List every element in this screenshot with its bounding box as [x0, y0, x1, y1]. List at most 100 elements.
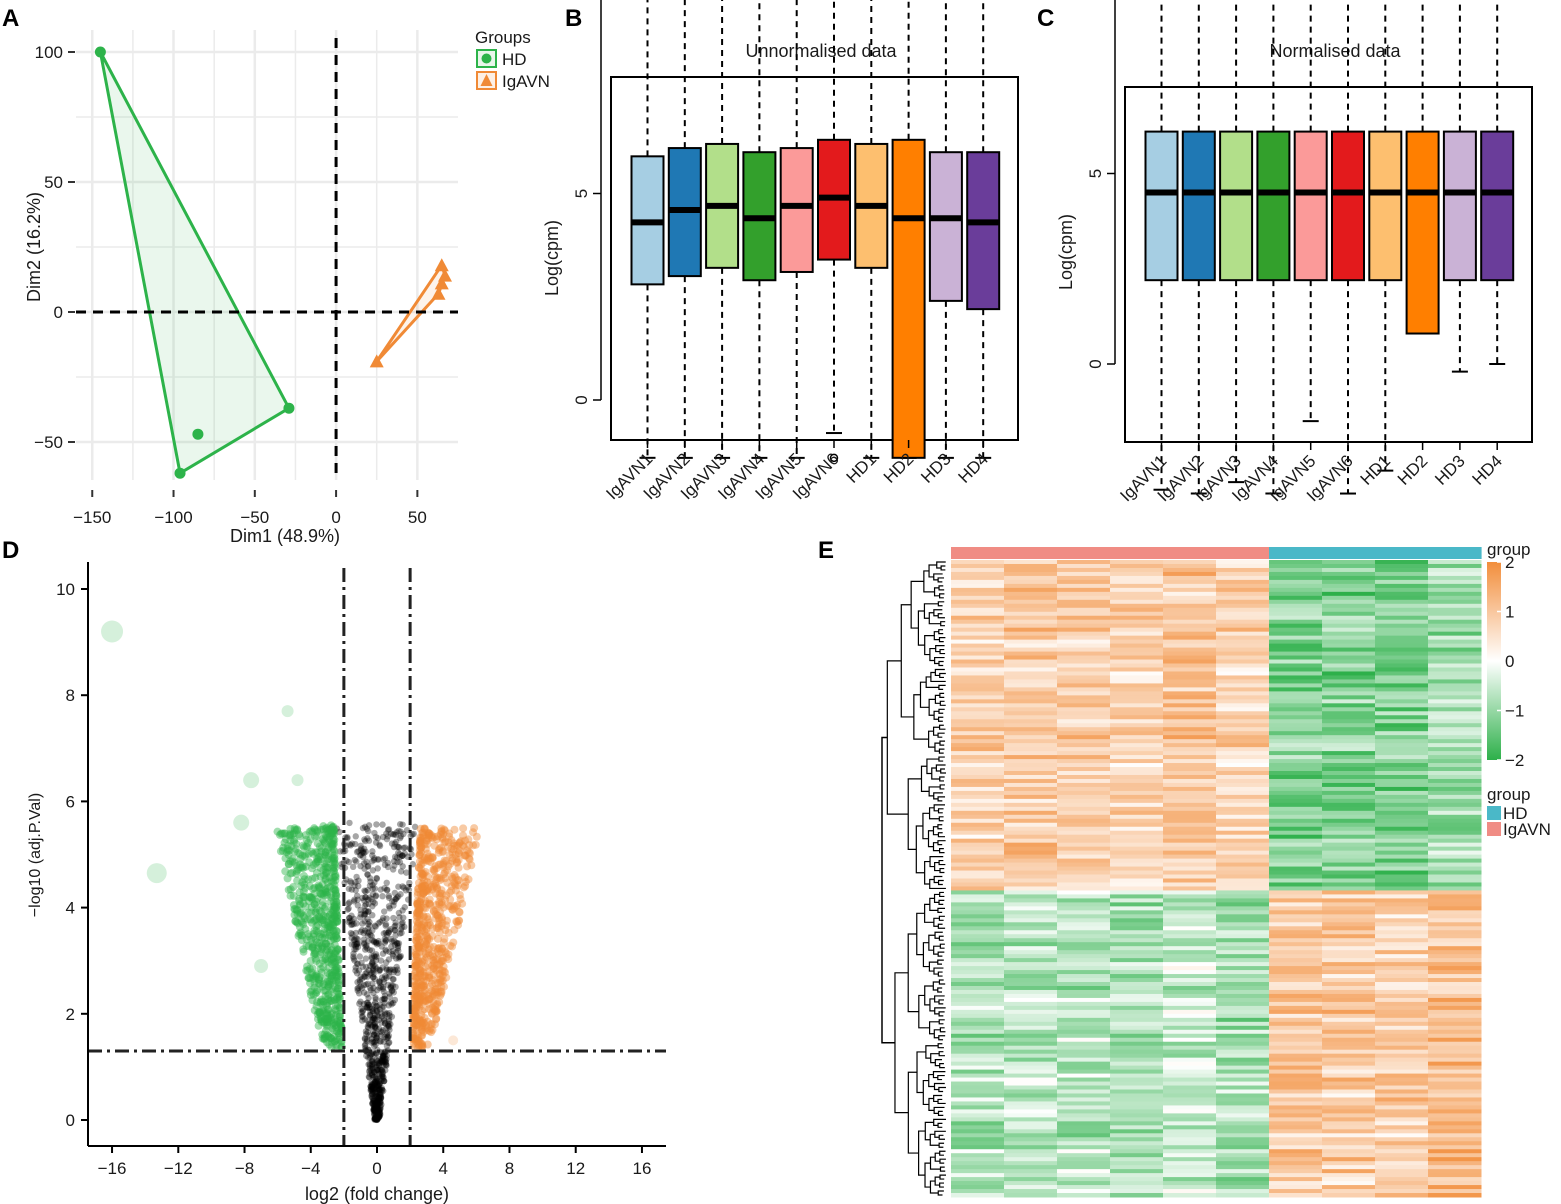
- heatmap-cell: [1110, 874, 1164, 879]
- heatmap-cell: [1004, 1009, 1058, 1015]
- heatmap-cell: [1004, 782, 1058, 788]
- heatmap-cell: [951, 1053, 1005, 1059]
- heatmap-cell: [1004, 667, 1058, 672]
- point-ns: [377, 1106, 384, 1113]
- point-ns: [377, 1028, 385, 1035]
- dendrogram-branch: [939, 776, 945, 782]
- heatmap-cell: [1375, 639, 1429, 645]
- heatmap-cell: [951, 950, 1005, 955]
- point-ns: [369, 927, 376, 934]
- point-ns: [372, 951, 380, 958]
- heatmap-cell: [1163, 675, 1217, 680]
- heatmap-cell: [1057, 978, 1111, 983]
- heatmap-cell: [1163, 890, 1217, 895]
- point-ns: [347, 878, 354, 885]
- heatmap-cell: [1057, 743, 1111, 748]
- heatmap-cell: [1057, 970, 1111, 975]
- point-ns: [369, 881, 376, 889]
- point-ns: [364, 871, 371, 878]
- heatmap-cell: [1163, 838, 1217, 844]
- heatmap-cell: [951, 675, 1005, 680]
- dendrogram-branch: [938, 859, 946, 866]
- heatmap-cell: [1269, 882, 1323, 887]
- heatmap-cell: [951, 1141, 1005, 1146]
- point-ns: [370, 1031, 377, 1038]
- point-ns: [378, 1086, 386, 1093]
- heatmap-cell: [1163, 1081, 1217, 1087]
- dendrogram-branch: [939, 692, 945, 698]
- heatmap-cell: [1216, 1185, 1270, 1190]
- point-ns: [372, 892, 380, 899]
- x-tick-label: HD4: [955, 449, 992, 486]
- x-tick-label: 0: [372, 1159, 381, 1178]
- point-ns: [373, 1002, 380, 1010]
- heatmap-cell: [1322, 1001, 1376, 1007]
- panel-a-hulls: [98, 50, 447, 475]
- heatmap-cell: [951, 1037, 1005, 1043]
- heatmap-cell: [1216, 1153, 1270, 1158]
- heatmap-cell: [1322, 767, 1376, 772]
- heatmap-cell: [1322, 1105, 1376, 1110]
- heatmap-cell: [1004, 1145, 1058, 1150]
- point-highlight: [233, 814, 250, 831]
- dendrogram-branch: [938, 816, 944, 822]
- heatmap-cell: [1057, 894, 1111, 899]
- heatmap-cell: [1375, 607, 1429, 613]
- heatmap-cell: [1375, 1017, 1429, 1023]
- heatmap-cell: [1428, 755, 1482, 760]
- heatmap-cell: [1110, 739, 1164, 744]
- point-ns: [370, 1097, 377, 1104]
- heatmap-cell: [951, 611, 1005, 617]
- heatmap-cell: [951, 719, 1005, 724]
- heatmap-cell: [1057, 1081, 1111, 1087]
- point-ns: [386, 972, 393, 980]
- heatmap-cell: [1057, 1169, 1111, 1174]
- heatmap-cell: [1216, 763, 1270, 768]
- point-ns: [378, 1067, 386, 1074]
- point-ns: [396, 859, 404, 866]
- heatmap-cell: [1057, 1189, 1111, 1194]
- point-ns: [379, 964, 386, 971]
- dendrogram-branch: [932, 981, 940, 991]
- legend-item-hd[interactable]: HD: [476, 49, 527, 69]
- legend-item-igavn[interactable]: IgAVN: [476, 71, 550, 91]
- heatmap-cell: [951, 898, 1005, 903]
- heatmap-cell: [1057, 631, 1111, 637]
- point-ns: [380, 1077, 387, 1085]
- point-ns: [380, 1077, 388, 1085]
- heatmap-cell: [1269, 794, 1323, 800]
- heatmap-cell: [1428, 615, 1482, 621]
- heatmap-cell: [1057, 906, 1111, 911]
- heatmap-cell: [1322, 615, 1376, 621]
- dendrogram-branch: [929, 897, 938, 911]
- dendrogram-branch: [925, 1045, 939, 1059]
- point-ns: [362, 907, 370, 915]
- heatmap-cell: [1269, 778, 1323, 784]
- heatmap-cell: [1163, 774, 1217, 780]
- heatmap-cell: [951, 1061, 1005, 1067]
- heatmap-cell: [1269, 1161, 1323, 1166]
- point-highlight: [243, 772, 260, 789]
- heatmap-cell: [1375, 731, 1429, 736]
- annotation-legend-item-igavn[interactable]: IgAVN: [1487, 820, 1551, 839]
- heatmap-cell: [1110, 679, 1164, 684]
- heatmap-cell: [1004, 997, 1058, 1003]
- heatmap-cell: [1110, 862, 1164, 868]
- heatmap-cell: [1163, 560, 1217, 565]
- dendrogram-branch: [927, 830, 934, 848]
- heatmap-cell: [1216, 1113, 1270, 1118]
- point-ns: [385, 1023, 393, 1031]
- point-ns: [350, 915, 358, 922]
- heatmap-cell: [1269, 1081, 1323, 1087]
- point-up: [417, 848, 426, 857]
- box-rect: [1442, 130, 1477, 282]
- heatmap-cell: [1216, 910, 1270, 915]
- point-ns: [372, 923, 379, 930]
- point-ns: [364, 920, 372, 928]
- dendrogram-branch: [937, 840, 946, 846]
- point-ns: [371, 1024, 379, 1031]
- point-ns: [362, 888, 369, 895]
- point-ns: [383, 974, 390, 981]
- panel-letter-c: C: [1037, 5, 1054, 32]
- heatmap-cell: [1428, 914, 1482, 919]
